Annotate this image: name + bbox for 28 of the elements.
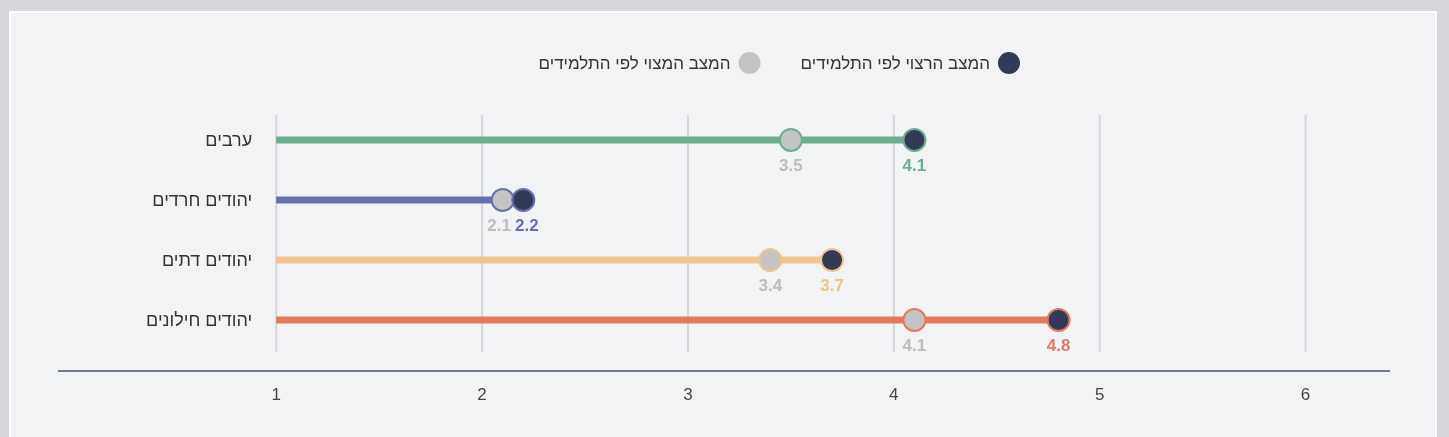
- y-tick-label: יהודים חילונים: [146, 310, 253, 330]
- x-tick-label: 3: [683, 385, 693, 404]
- point: [758, 248, 783, 272]
- point: [778, 128, 803, 152]
- data-label: 4.8: [1046, 336, 1071, 355]
- data-label: 3.4: [758, 276, 783, 295]
- point: [1046, 308, 1071, 332]
- data-label: 2.1: [487, 216, 511, 235]
- point: [902, 128, 927, 152]
- point: [902, 308, 927, 332]
- data-label: 3.5: [779, 156, 803, 175]
- point: [511, 188, 536, 212]
- y-tick-label: יהודים דתים: [161, 250, 253, 270]
- data-label: 4.1: [902, 156, 927, 175]
- legend-label: המצב הרצוי לפי התלמידים: [800, 54, 990, 73]
- y-tick-label: יהודים חרדים: [152, 190, 253, 210]
- data-label: 2.2: [514, 216, 539, 235]
- x-tick-label: 2: [477, 385, 487, 404]
- x-tick-label: 5: [1094, 385, 1105, 404]
- x-tick-label: 1: [271, 385, 281, 404]
- legend-label: המצב המצוי לפי התלמידים: [538, 54, 731, 73]
- data-label: 4.1: [902, 336, 927, 355]
- y-tick-label: ערבים: [205, 130, 253, 150]
- data-label: 3.7: [820, 276, 844, 295]
- point: [820, 248, 845, 272]
- point: [490, 188, 515, 212]
- x-tick-label: 4: [889, 385, 899, 404]
- x-tick-label: 6: [1300, 385, 1311, 404]
